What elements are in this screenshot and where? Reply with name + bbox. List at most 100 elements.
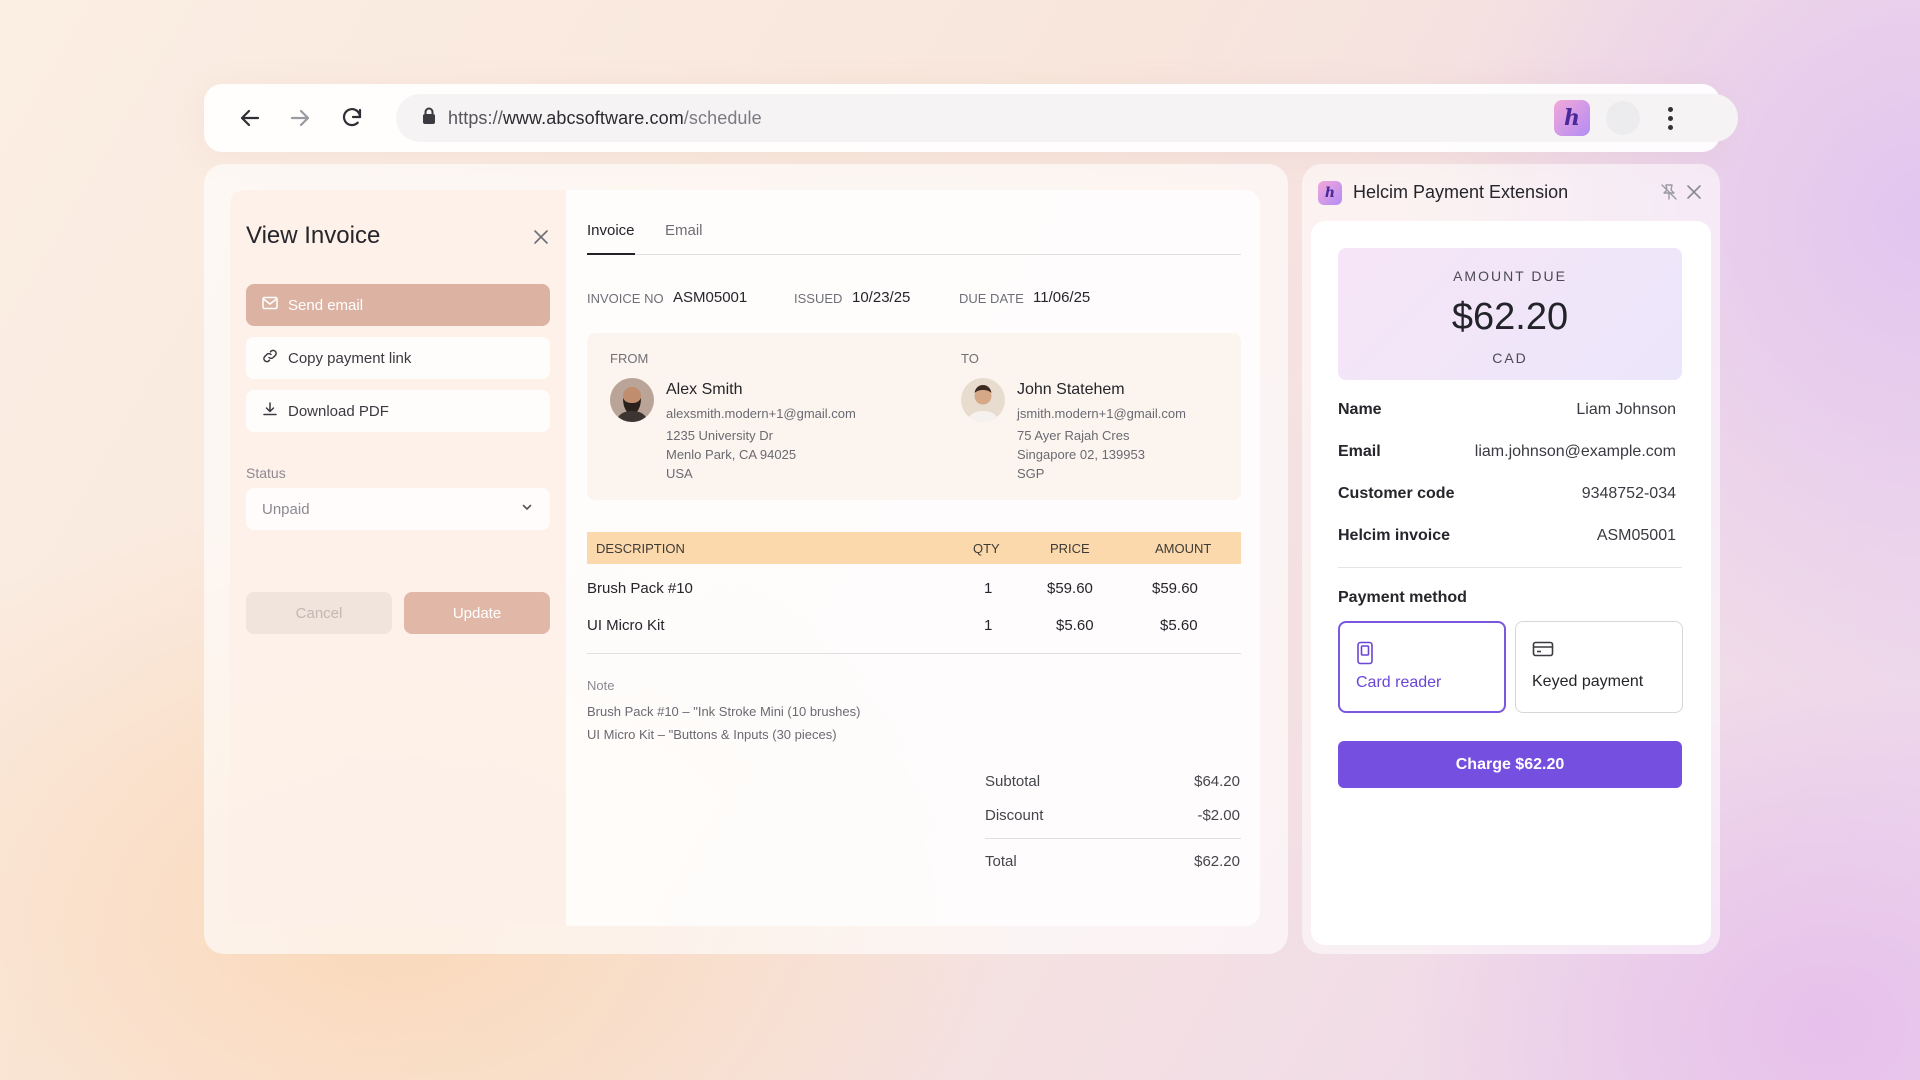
from-name: Alex Smith bbox=[666, 381, 743, 398]
from-address-line1: 1235 University Dr bbox=[666, 428, 773, 443]
more-vert-icon[interactable] bbox=[1658, 102, 1682, 134]
customer-code-value: 9348752-034 bbox=[1581, 485, 1676, 502]
email-label: Email bbox=[1338, 443, 1381, 460]
helcim-logo: h bbox=[1318, 181, 1342, 205]
info-divider bbox=[1338, 567, 1682, 568]
back-arrow-icon[interactable] bbox=[234, 102, 266, 134]
discount-value: -$2.00 bbox=[1197, 807, 1240, 824]
subtotal-label: Subtotal bbox=[985, 773, 1041, 790]
email-value: liam.johnson@example.com bbox=[1474, 443, 1676, 460]
url-domain: www.abcsoftware.com bbox=[502, 107, 684, 128]
note-line: UI Micro Kit – "Buttons & Inputs (30 pie… bbox=[587, 727, 837, 742]
credit-card-icon bbox=[1532, 640, 1554, 663]
address-bar[interactable]: https://www.abcsoftware.com/schedule bbox=[396, 94, 1738, 142]
discount-label: Discount bbox=[985, 807, 1044, 824]
table-header: DESCRIPTION QTY PRICE AMOUNT bbox=[587, 532, 1241, 564]
from-to-card bbox=[587, 333, 1241, 500]
subtotal-value: $64.20 bbox=[1194, 773, 1240, 790]
total-label: Total bbox=[985, 853, 1017, 870]
due-date-value: 11/06/25 bbox=[1033, 289, 1091, 306]
amount-due-value: $62.20 bbox=[1451, 296, 1569, 338]
invoice-no-label: INVOICE NO bbox=[587, 291, 664, 306]
helcim-extension-button[interactable]: h bbox=[1554, 100, 1590, 136]
cancel-button[interactable]: Cancel bbox=[246, 592, 392, 634]
forward-arrow-icon[interactable] bbox=[284, 102, 316, 134]
to-email: jsmith.modern+1@gmail.com bbox=[1017, 406, 1186, 421]
name-label: Name bbox=[1338, 401, 1382, 418]
close-icon[interactable] bbox=[530, 226, 552, 248]
item-description: Brush Pack #10 bbox=[587, 580, 693, 597]
send-email-label: Send email bbox=[288, 296, 364, 314]
table-divider bbox=[587, 653, 1241, 654]
browser-toolbar: https://www.abcsoftware.com/schedule h bbox=[204, 84, 1738, 152]
url-text: https://www.abcsoftware.com/schedule bbox=[448, 108, 762, 129]
column-header-amount: AMOUNT bbox=[1155, 541, 1212, 556]
helcim-logo-letter: h bbox=[1564, 105, 1580, 131]
page-title: View Invoice bbox=[246, 222, 381, 249]
due-date-label: DUE DATE bbox=[959, 291, 1024, 306]
tab-invoice[interactable]: Invoice bbox=[587, 222, 635, 239]
payment-method-label: Payment method bbox=[1338, 589, 1467, 606]
card-reader-icon bbox=[1356, 641, 1374, 670]
url-path: /schedule bbox=[683, 107, 762, 128]
invoice-no-value: ASM05001 bbox=[673, 289, 748, 306]
to-country: SGP bbox=[1017, 466, 1045, 481]
status-value: Unpaid bbox=[262, 500, 310, 518]
column-header-qty: QTY bbox=[973, 541, 1000, 556]
from-email: alexsmith.modern+1@gmail.com bbox=[666, 406, 856, 421]
item-qty: 1 bbox=[984, 617, 993, 634]
reload-icon[interactable] bbox=[336, 102, 368, 134]
to-address-line1: 75 Ayer Rajah Cres bbox=[1017, 428, 1130, 443]
customer-code-label: Customer code bbox=[1338, 485, 1455, 502]
update-button[interactable]: Update bbox=[404, 592, 550, 634]
tab-divider bbox=[587, 254, 1241, 255]
amount-due-card: AMOUNT DUE $62.20 CAD bbox=[1338, 248, 1682, 380]
copy-payment-link-button[interactable]: Copy payment link bbox=[246, 337, 550, 379]
column-header-price: PRICE bbox=[1050, 541, 1090, 556]
mail-icon bbox=[262, 296, 278, 314]
card-reader-option[interactable]: Card reader bbox=[1338, 621, 1506, 713]
from-country: USA bbox=[666, 466, 693, 481]
total-value: $62.20 bbox=[1194, 853, 1240, 870]
from-heading: FROM bbox=[610, 351, 649, 366]
note-line: Brush Pack #10 – "Ink Stroke Mini (10 br… bbox=[587, 704, 861, 719]
send-email-button[interactable]: Send email bbox=[246, 284, 550, 326]
profile-avatar[interactable] bbox=[1606, 101, 1640, 135]
download-pdf-label: Download PDF bbox=[288, 402, 389, 420]
download-icon bbox=[262, 401, 278, 421]
column-header-description: DESCRIPTION bbox=[596, 541, 685, 556]
item-price: $59.60 bbox=[1047, 580, 1093, 597]
to-heading: TO bbox=[961, 351, 979, 366]
avatar bbox=[610, 378, 654, 422]
note-label: Note bbox=[587, 678, 615, 693]
keyed-payment-option[interactable]: Keyed payment bbox=[1515, 621, 1683, 713]
to-name: John Statehem bbox=[1017, 381, 1125, 398]
close-icon[interactable] bbox=[1684, 182, 1704, 202]
item-amount: $5.60 bbox=[1160, 617, 1198, 634]
totals-divider bbox=[985, 838, 1241, 839]
item-description: UI Micro Kit bbox=[587, 617, 665, 634]
avatar bbox=[961, 378, 1005, 422]
keyed-payment-label: Keyed payment bbox=[1532, 673, 1644, 690]
item-qty: 1 bbox=[984, 580, 993, 597]
copy-payment-link-label: Copy payment link bbox=[288, 349, 412, 367]
chevron-down-icon bbox=[520, 500, 534, 518]
helcim-logo-letter: h bbox=[1324, 185, 1336, 201]
issued-label: ISSUED bbox=[794, 291, 843, 306]
url-scheme: https:// bbox=[448, 107, 503, 128]
tab-email[interactable]: Email bbox=[665, 222, 703, 239]
pin-off-icon[interactable] bbox=[1659, 182, 1679, 202]
helcim-invoice-label: Helcim invoice bbox=[1338, 527, 1451, 544]
item-amount: $59.60 bbox=[1152, 580, 1198, 597]
helcim-invoice-value: ASM05001 bbox=[1596, 527, 1676, 544]
from-address-line2: Menlo Park, CA 94025 bbox=[666, 447, 797, 462]
name-value: Liam Johnson bbox=[1576, 401, 1676, 418]
download-pdf-button[interactable]: Download PDF bbox=[246, 390, 550, 432]
card-reader-label: Card reader bbox=[1356, 674, 1442, 691]
charge-button[interactable]: Charge $62.20 bbox=[1338, 741, 1682, 788]
extension-title: Helcim Payment Extension bbox=[1353, 182, 1569, 202]
item-price: $5.60 bbox=[1056, 617, 1094, 634]
status-select[interactable]: Unpaid bbox=[246, 488, 550, 530]
status-label: Status bbox=[246, 465, 286, 481]
issued-value: 10/23/25 bbox=[852, 289, 911, 306]
